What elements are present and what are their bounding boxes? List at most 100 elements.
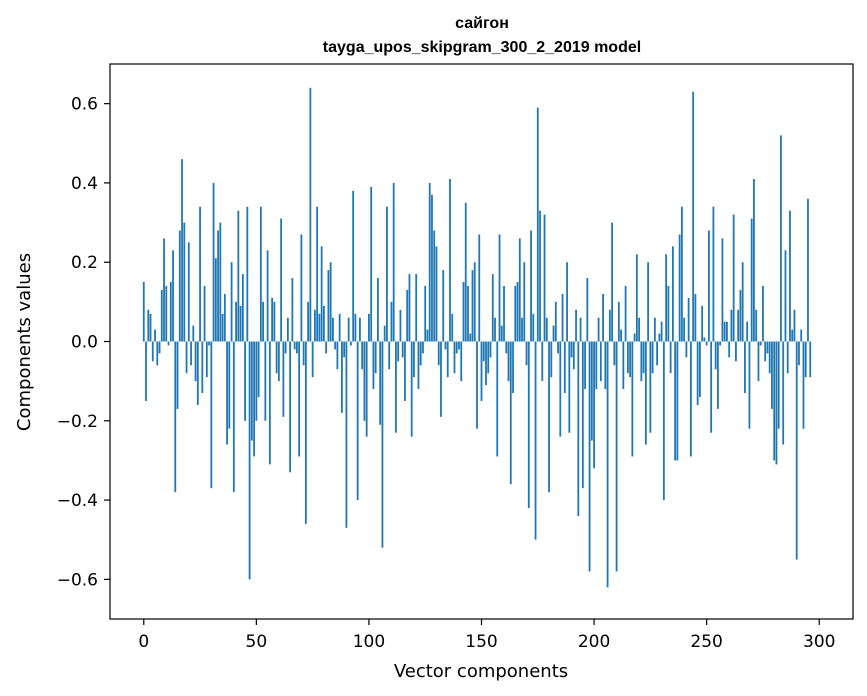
bar-component-105 [379,341,382,425]
bar-component-197 [586,278,589,342]
bar-component-84 [332,317,334,342]
bar-component-125 [424,286,427,342]
bar-component-6 [156,341,159,366]
y-tick-label: 0.6 [71,95,98,115]
bar-component-161 [505,341,508,354]
x-tick-label: 50 [246,632,268,652]
bar-component-47 [248,341,251,580]
bar-component-244 [692,91,695,342]
bar-component-112 [395,341,397,433]
bar-component-14 [174,341,177,493]
bar-component-241 [685,341,688,358]
bar-component-54 [264,341,267,421]
bar-component-21 [190,341,192,366]
bar-component-49 [253,341,255,457]
bar-component-114 [399,309,402,342]
bar-component-133 [442,270,445,342]
bar-component-13 [172,250,174,342]
bar-component-194 [579,317,582,342]
bar-component-152 [485,341,487,386]
bar-component-17 [181,159,183,342]
bar-component-50 [255,341,258,421]
bar-component-188 [566,262,568,342]
bar-component-232 [665,254,668,342]
bar-component-247 [699,341,701,397]
bar-component-235 [671,246,674,342]
bar-component-94 [354,313,357,342]
bar-component-29 [208,341,210,346]
bar-component-150 [480,341,483,401]
bar-component-148 [476,341,478,429]
bar-component-278 [768,341,771,374]
bar-component-157 [496,341,499,457]
bar-component-205 [604,341,607,390]
bar-component-42 [237,210,240,342]
bar-component-243 [689,341,692,457]
bar-component-86 [336,341,339,370]
bar-component-102 [372,341,375,390]
bar-component-118 [408,274,411,342]
bar-component-76 [313,309,316,342]
bar-component-27 [203,286,206,342]
bar-component-289 [793,309,796,342]
x-tick-label: 0 [138,632,149,652]
y-tick-label: −0.2 [57,412,98,432]
bar-component-147 [473,262,476,342]
bar-component-111 [392,182,395,342]
bar-component-26 [201,341,204,394]
bar-component-89 [343,341,346,358]
y-axis-label: Components values [14,253,35,431]
bar-component-140 [458,341,460,350]
bar-component-127 [428,182,431,342]
bar-component-136 [449,178,451,342]
bar-component-160 [503,286,505,342]
bar-component-170 [525,341,528,366]
bar-component-280 [773,341,776,461]
bar-component-39 [230,262,233,342]
bar-component-135 [446,341,449,378]
bar-component-212 [620,329,622,342]
bar-component-83 [329,262,332,342]
bar-component-65 [289,341,292,473]
bar-component-25 [199,206,201,342]
bar-component-274 [759,341,762,346]
bar-component-219 [635,254,638,342]
bar-component-80 [322,305,325,342]
bar-component-60 [277,341,280,382]
bar-component-137 [451,313,454,342]
bar-component-189 [568,341,571,433]
bar-component-75 [311,341,314,378]
bar-component-230 [660,321,663,342]
bar-component-73 [307,301,310,342]
bar-component-195 [581,341,584,489]
bar-component-291 [798,341,800,366]
bar-component-294 [804,341,807,378]
bar-component-22 [192,325,195,342]
bar-component-190 [570,341,573,358]
x-tick-label: 150 [465,632,497,652]
bar-component-132 [440,341,442,417]
bar-component-284 [782,341,785,445]
bar-component-261 [730,309,733,342]
chart-subtitle: tayga_upos_skipgram_300_2_2019 model [323,39,641,56]
bar-component-164 [512,341,514,394]
bar-component-193 [577,341,580,516]
bar-component-37 [226,341,228,445]
bar-component-191 [572,341,575,370]
bar-component-256 [719,341,722,346]
bar-component-210 [615,341,618,572]
bar-component-178 [543,214,546,342]
bar-component-271 [753,178,755,342]
bar-component-107 [383,325,386,342]
bar-component-32 [214,258,217,342]
bar-component-285 [784,250,787,342]
bar-component-69 [298,341,301,457]
bar-component-120 [413,341,415,378]
bar-component-119 [410,341,413,437]
bar-component-183 [554,301,557,342]
x-axis-label: Vector components [394,661,568,682]
bar-component-104 [377,278,379,342]
bar-component-10 [165,286,168,342]
bar-component-88 [341,341,343,413]
bar-component-52 [259,206,262,342]
